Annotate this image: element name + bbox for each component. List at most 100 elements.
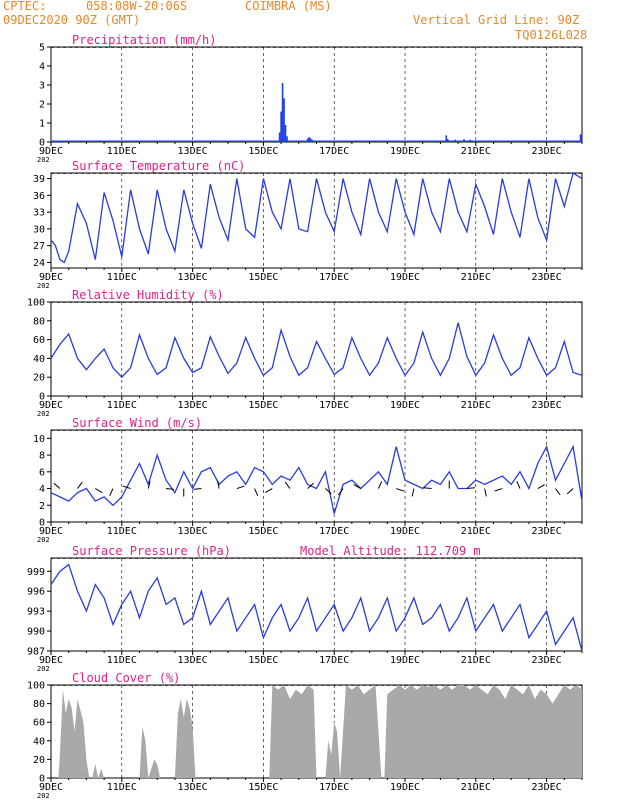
precip-bar (309, 138, 312, 142)
x-tick-label: 11DEC (107, 400, 137, 411)
x-tick-label: 23DEC (532, 655, 562, 666)
y-tick-label: 40 (33, 354, 45, 365)
x-tick-label: 19DEC (390, 782, 420, 793)
x-tick-label: 13DEC (178, 782, 208, 793)
y-tick-label: 20 (33, 373, 45, 384)
x-year-label: 202 (37, 536, 50, 544)
x-tick-label: 13DEC (178, 272, 208, 283)
x-tick-label: 17DEC (319, 400, 349, 411)
x-tick-label: 13DEC (178, 146, 208, 157)
x-year-label: 202 (37, 156, 50, 164)
precip-bar (284, 124, 287, 142)
x-tick-label: 21DEC (461, 400, 491, 411)
x-tick-label: 13DEC (178, 526, 208, 537)
x-tick-label: 19DEC (390, 400, 420, 411)
wind-arrow (537, 484, 545, 489)
x-tick-label: 23DEC (532, 146, 562, 157)
wind-arrow (77, 481, 83, 489)
y-tick-label: 996 (27, 587, 45, 598)
panel-frame (50, 557, 583, 652)
header-source: CPTEC: (3, 0, 47, 13)
x-tick-label: 15DEC (248, 272, 278, 283)
wind-arrow (165, 488, 175, 490)
y-tick-label: 40 (33, 736, 45, 747)
x-tick-label: 9DEC (39, 782, 63, 793)
x-tick-label: 11DEC (107, 782, 137, 793)
x-tick-label: 21DEC (461, 272, 491, 283)
y-tick-label: 39 (33, 174, 45, 185)
wind-arrow (122, 485, 131, 490)
panel-title: Cloud Cover (%) (72, 671, 180, 685)
wind-arrow (337, 488, 344, 496)
y-tick-label: 987 (27, 647, 45, 658)
wind-arrow (236, 485, 245, 490)
header-code: TQ0126L028 (515, 28, 588, 42)
precip-bar (579, 134, 582, 142)
cloud-area (51, 685, 582, 778)
y-tick-label: 80 (33, 699, 45, 710)
header-coords: 058:08W-20:06S (86, 0, 188, 13)
x-tick-label: 19DEC (390, 526, 420, 537)
y-tick-label: 999 (27, 567, 45, 578)
x-tick-label: 9DEC (39, 400, 63, 411)
y-tick-label: 60 (33, 718, 45, 729)
y-tick-label: 1 (39, 119, 45, 130)
header-run: 09DEC2020 90Z (GMT) (3, 13, 141, 27)
x-tick-label: 11DEC (107, 526, 137, 537)
wind-arrow (147, 480, 151, 489)
x-tick-label: 17DEC (319, 146, 349, 157)
panel-frame (50, 46, 583, 143)
wind-arrow (484, 488, 487, 497)
x-tick-label: 9DEC (39, 272, 63, 283)
panel-wind (47, 429, 583, 526)
x-tick-label: 9DEC (39, 146, 63, 157)
y-tick-label: 2 (39, 501, 45, 512)
x-tick-label: 19DEC (390, 655, 420, 666)
precip-bar (445, 135, 448, 142)
y-tick-label: 27 (33, 241, 45, 252)
x-tick-label: 9DEC (39, 655, 63, 666)
x-tick-label: 17DEC (319, 272, 349, 283)
y-tick-label: 0 (39, 518, 45, 529)
wind-arrow (494, 488, 503, 492)
wind-arrow (109, 488, 114, 497)
x-tick-label: 9DEC (39, 526, 63, 537)
y-tick-label: 80 (33, 316, 45, 327)
y-tick-label: 2 (39, 100, 45, 111)
panel-title: Precipitation (mm/h) (72, 33, 217, 47)
precip-bar (286, 136, 288, 142)
y-tick-label: 33 (33, 208, 45, 219)
y-tick-label: 6 (39, 467, 45, 478)
x-tick-label: 15DEC (248, 526, 278, 537)
precip-bar (308, 137, 310, 142)
x-tick-label: 17DEC (319, 526, 349, 537)
precip-bar (280, 111, 282, 142)
x-tick-label: 15DEC (248, 400, 278, 411)
x-tick-label: 15DEC (248, 782, 278, 793)
wind-arrow (411, 488, 415, 497)
y-tick-label: 0 (39, 392, 45, 403)
y-tick-label: 4 (39, 62, 45, 73)
series-line (50, 171, 583, 264)
panel-temperature (47, 171, 583, 272)
precip-bar (306, 138, 309, 142)
x-tick-label: 19DEC (390, 146, 420, 157)
x-tick-label: 11DEC (107, 655, 137, 666)
wind-arrow (325, 488, 332, 495)
x-tick-label: 23DEC (532, 400, 562, 411)
wind-arrow (307, 482, 314, 489)
x-tick-label: 21DEC (461, 782, 491, 793)
wind-arrow (353, 484, 362, 489)
header-grid-label: Vertical Grid Line: 90Z (413, 13, 580, 27)
panel-precipitation (47, 46, 583, 146)
precip-bar (278, 132, 281, 142)
wind-arrow (53, 482, 61, 489)
y-tick-label: 8 (39, 451, 45, 462)
wind-arrow (254, 488, 259, 497)
header-station: COIMBRA (MS) (245, 0, 332, 13)
precip-bar (281, 83, 284, 142)
panel-frame (50, 172, 583, 269)
x-tick-label: 15DEC (248, 146, 278, 157)
panel-subtitle: Model Altitude: 112.709 m (300, 544, 481, 558)
x-tick-label: 19DEC (390, 272, 420, 283)
